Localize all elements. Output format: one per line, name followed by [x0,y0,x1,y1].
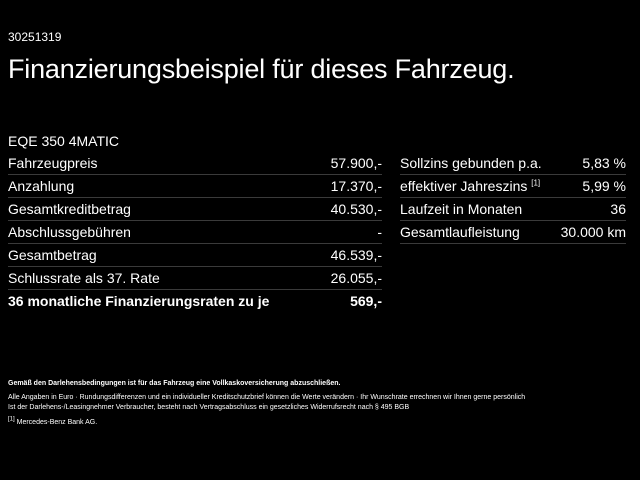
footnote-text: Mercedes-Benz Bank AG. [16,419,98,426]
row-label: Anzahlung [8,178,75,194]
row-label: effektiver Jahreszins [400,178,528,194]
row-value: 46.539,- [330,247,382,263]
table-row-borrowing-rate: Sollzins gebunden p.a. 5,83 % [400,152,626,175]
vehicle-model: EQE 350 4MATIC [8,133,120,149]
table-row-down-payment: Anzahlung 17.370,- [8,175,382,198]
table-row-effective-rate: effektiver Jahreszins [1] 5,99 % [400,175,626,198]
footnote-marker: [1] [531,178,541,188]
withdrawal-right-note: Ist der Darlehens-/Leasingnehmer Verbrau… [8,404,410,411]
financing-costs-table: Fahrzeugpreis 57.900,- Anzahlung 17.370,… [8,152,382,312]
row-label: Gesamtkreditbetrag [8,201,131,217]
footnote: [1] Mercedes-Benz Bank AG. [8,416,623,428]
row-label: Fahrzeugpreis [8,155,98,171]
footnote-marker: [1] [8,416,15,423]
row-value: 36 [610,201,626,217]
row-label: Gesamtbetrag [8,247,97,263]
table-row-total-credit: Gesamtkreditbetrag 40.530,- [8,198,382,221]
row-value: 17.370,- [330,178,382,194]
row-label: 36 monatliche Finanzierungsraten zu je [8,293,270,309]
row-label: Sollzins gebunden p.a. [400,155,542,171]
financing-terms-table: Sollzins gebunden p.a. 5,83 % effektiver… [400,152,626,244]
table-row-monthly-installments: 36 monatliche Finanzierungsraten zu je 5… [8,290,382,312]
row-value: 5,99 % [582,178,626,194]
row-value: 569,- [350,293,382,309]
row-value: 5,83 % [582,155,626,171]
table-row-total-mileage: Gesamtlaufleistung 30.000 km [400,221,626,244]
legal-notes: Gemäß den Darlehensbedingungen ist für d… [8,379,623,428]
table-row-final-installment: Schlussrate als 37. Rate 26.055,- [8,267,382,290]
row-label: Abschlussgebühren [8,224,131,240]
table-row-term-months: Laufzeit in Monaten 36 [400,198,626,221]
row-value: 30.000 km [560,224,626,240]
page-title: Finanzierungsbeispiel für dieses Fahrzeu… [8,54,515,84]
reference-id: 30251319 [8,30,62,44]
row-label: Laufzeit in Monaten [400,201,523,217]
table-row-vehicle-price: Fahrzeugpreis 57.900,- [8,152,382,175]
row-label: Schlussrate als 37. Rate [8,270,160,286]
table-row-total-amount: Gesamtbetrag 46.539,- [8,244,382,267]
insurance-note: Gemäß den Darlehensbedingungen ist für d… [8,380,341,387]
row-value: 26.055,- [330,270,382,286]
disclaimer-line: Alle Angaben in Euro · Rundungsdifferenz… [8,394,526,401]
row-value: 40.530,- [330,201,382,217]
table-row-closing-fees: Abschlussgebühren - [8,221,382,244]
row-label: Gesamtlaufleistung [400,224,520,240]
row-value: - [377,224,382,240]
row-label-with-footnote: effektiver Jahreszins [1] [400,175,540,197]
row-value: 57.900,- [330,155,382,171]
